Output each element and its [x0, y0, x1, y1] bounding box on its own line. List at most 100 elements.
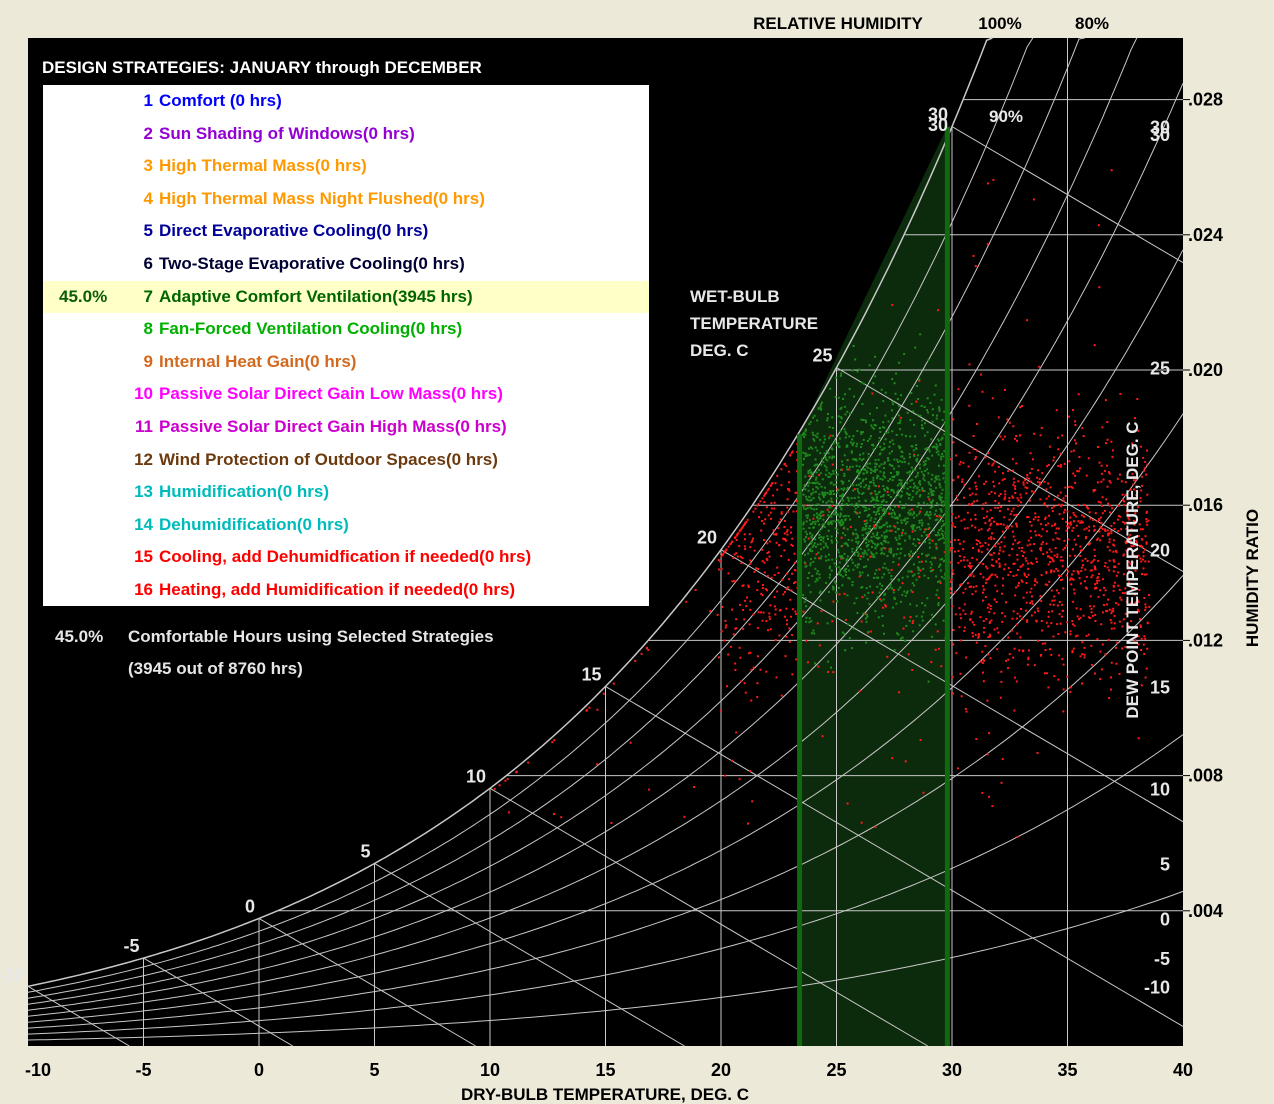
data-point-comfortable [940, 398, 943, 401]
strategy-row-5[interactable]: 5 Direct Evaporative Cooling(0 hrs) [43, 215, 649, 247]
data-point-outside [968, 487, 971, 490]
data-point-outside [991, 558, 994, 561]
strategy-row-7[interactable]: 45.0% 7 Adaptive Comfort Ventilation(3945 … [43, 280, 649, 313]
data-point-comfortable [844, 413, 847, 416]
data-point-comfortable [868, 603, 871, 606]
data-point-comfortable [848, 577, 851, 580]
data-point-outside [1015, 523, 1018, 526]
data-point-outside [1060, 505, 1063, 508]
data-point-comfortable [915, 615, 918, 618]
data-point-comfortable [870, 500, 873, 503]
data-point-outside [954, 613, 957, 616]
strategy-row-14[interactable]: 14 Dehumidification(0 hrs) [43, 509, 649, 541]
data-point-comfortable [887, 431, 890, 434]
data-point-outside [958, 542, 961, 545]
data-point-outside [775, 532, 778, 535]
data-point-comfortable [901, 461, 904, 464]
data-point-comfortable [880, 547, 883, 550]
wet-bulb-title: TEMPERATURE [690, 314, 818, 333]
data-point-comfortable [882, 524, 885, 527]
data-point-comfortable [815, 476, 818, 479]
data-point-comfortable [930, 570, 933, 572]
data-point-comfortable [912, 511, 915, 514]
data-point-outside [1132, 545, 1135, 548]
data-point-outside [1050, 569, 1053, 572]
data-point-comfortable [876, 544, 879, 547]
data-point-outside [773, 574, 776, 576]
strategy-row-16[interactable]: 16 Heating, add Humidification if needed(… [43, 574, 649, 606]
x-tick-label: 20 [711, 1060, 731, 1080]
strategy-row-6[interactable]: 6 Two-Stage Evaporative Cooling(0 hrs) [43, 248, 649, 280]
data-point-comfortable [905, 480, 908, 483]
data-point-comfortable [832, 588, 835, 591]
data-point-comfortable [811, 447, 814, 450]
data-point-comfortable [896, 528, 899, 531]
data-point-comfortable [929, 511, 931, 513]
data-point-outside [869, 555, 872, 558]
strategy-row-15[interactable]: 15 Cooling, add Dehumidfication if needed… [43, 541, 649, 573]
data-point-comfortable [846, 486, 849, 489]
data-point-outside [1099, 589, 1102, 592]
data-point-comfortable [869, 467, 872, 470]
data-point-comfortable [908, 471, 911, 473]
strategy-row-4[interactable]: 4 High Thermal Mass Night Flushed(0 hrs) [43, 183, 649, 215]
data-point-comfortable [856, 551, 859, 554]
data-point-comfortable [848, 435, 851, 438]
data-point-comfortable [903, 460, 906, 463]
data-point-comfortable [926, 468, 929, 471]
data-point-outside [985, 618, 988, 621]
strategy-row-11[interactable]: 11 Passive Solar Direct Gain High Mass(0 … [43, 411, 649, 443]
data-point-outside [975, 558, 978, 561]
data-point-outside [982, 591, 984, 594]
strategy-row-2[interactable]: 2 Sun Shading of Windows(0 hrs) [43, 118, 649, 150]
data-point-comfortable [854, 551, 857, 553]
data-point-comfortable [840, 519, 843, 521]
data-point-outside [970, 585, 972, 588]
data-point-comfortable [832, 489, 835, 492]
data-point-outside [1012, 425, 1015, 428]
data-point-comfortable [847, 497, 850, 500]
data-point-comfortable [812, 526, 815, 529]
data-point-outside [1019, 636, 1022, 639]
strategy-row-10[interactable]: 10 Passive Solar Direct Gain Low Mass(0 h… [43, 378, 649, 410]
data-point-comfortable [840, 372, 843, 375]
data-point-comfortable [903, 554, 906, 557]
data-point-comfortable [819, 539, 822, 541]
data-point-comfortable [883, 471, 886, 474]
strategy-row-3[interactable]: 3 High Thermal Mass(0 hrs) [43, 150, 649, 182]
strategy-row-9[interactable]: 9 Internal Heat Gain(0 hrs) [43, 346, 649, 378]
data-point-outside [1026, 544, 1029, 547]
strategy-number: 16 [134, 580, 153, 599]
data-point-comfortable [813, 632, 816, 635]
data-point-outside [993, 520, 996, 523]
data-point-outside [1135, 471, 1138, 474]
data-point-comfortable [938, 482, 941, 485]
data-point-outside [1126, 512, 1129, 515]
data-point-comfortable [868, 531, 871, 534]
data-point-comfortable [822, 546, 825, 549]
strategy-row-1[interactable]: 1 Comfort (0 hrs) [43, 85, 649, 117]
data-point-comfortable [852, 627, 855, 630]
strategy-row-13[interactable]: 13 Humidification(0 hrs) [43, 476, 649, 508]
data-point-outside [724, 626, 727, 629]
strategy-row-8[interactable]: 8 Fan-Forced Ventilation Cooling(0 hrs) [43, 313, 649, 345]
data-point-outside [744, 548, 747, 551]
data-point-comfortable [837, 586, 840, 589]
data-point-comfortable [864, 523, 867, 525]
data-point-outside [1057, 465, 1060, 467]
data-point-comfortable [805, 452, 808, 455]
data-point-outside [1034, 611, 1036, 614]
data-point-comfortable [859, 485, 862, 488]
strategy-number: 3 [143, 156, 153, 176]
data-point-outside [1120, 480, 1123, 483]
data-point-outside [996, 523, 999, 526]
data-point-outside [778, 521, 781, 524]
data-point-outside [757, 580, 759, 583]
data-point-outside [1110, 621, 1113, 624]
data-point-comfortable [890, 549, 893, 552]
data-point-outside [956, 498, 959, 501]
x-tick-label: 40 [1173, 1060, 1193, 1080]
data-point-comfortable [858, 563, 860, 566]
data-point-outside [1072, 548, 1074, 551]
strategy-row-12[interactable]: 12 Wind Protection of Outdoor Spaces(0 hr… [43, 444, 649, 476]
